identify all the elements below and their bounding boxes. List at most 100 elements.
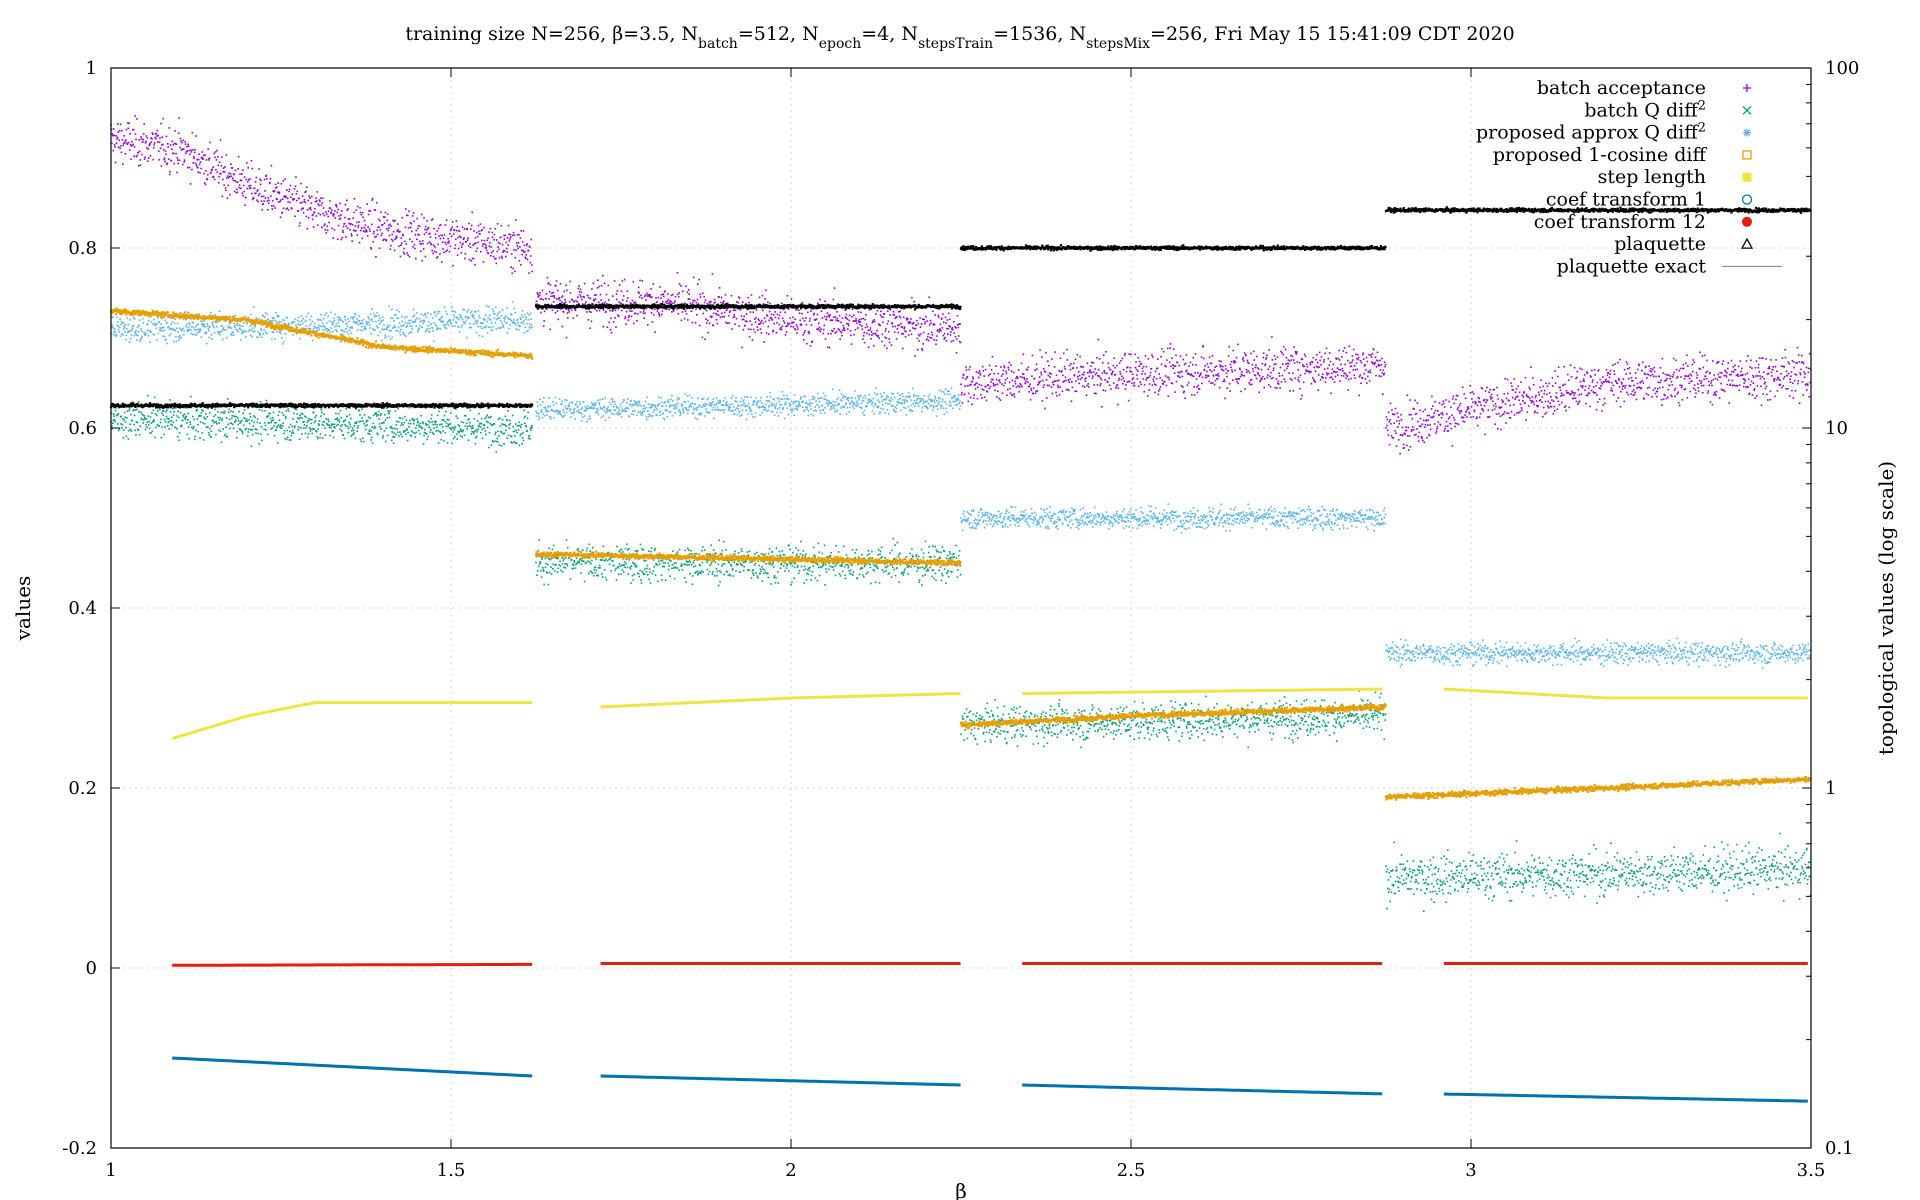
data-point	[1294, 350, 1297, 353]
data-point	[342, 225, 345, 228]
data-point	[1164, 375, 1167, 377]
data-point	[1273, 363, 1275, 366]
data-point	[1158, 373, 1160, 375]
data-point	[615, 293, 618, 295]
data-point	[1034, 392, 1037, 394]
data-point	[189, 423, 192, 425]
data-point	[511, 272, 513, 275]
data-point	[236, 436, 238, 439]
data-point	[1640, 381, 1642, 383]
data-point	[131, 144, 134, 147]
data-point	[1247, 362, 1250, 365]
data-point	[1002, 373, 1004, 375]
data-point	[1714, 377, 1717, 380]
data-point	[164, 150, 167, 152]
data-point	[147, 415, 150, 417]
data-point	[1075, 380, 1077, 382]
data-point	[1166, 359, 1168, 361]
data-point	[662, 295, 665, 297]
data-point	[338, 218, 341, 221]
data-point	[1676, 376, 1678, 379]
data-point	[273, 190, 276, 192]
data-point	[358, 421, 361, 423]
data-point	[903, 326, 906, 328]
data-point	[879, 314, 882, 316]
data-point	[1182, 358, 1185, 361]
data-point	[805, 317, 807, 319]
data-point	[199, 437, 201, 439]
data-point	[342, 231, 344, 233]
title-subscript: stepsMix	[1086, 36, 1150, 52]
data-point	[1275, 378, 1278, 380]
data-point	[1117, 403, 1119, 406]
data-point	[1427, 419, 1430, 421]
data-point	[728, 322, 730, 324]
data-point	[460, 428, 462, 430]
data-point	[1040, 373, 1043, 376]
data-point	[1000, 375, 1003, 377]
data-point	[135, 155, 138, 158]
data-point	[605, 579, 608, 581]
data-point	[992, 378, 994, 381]
data-point	[868, 333, 870, 336]
data-point	[1497, 428, 1499, 430]
data-point	[588, 310, 591, 313]
data-point	[1054, 380, 1057, 382]
data-point	[850, 334, 852, 337]
data-point	[222, 428, 224, 430]
data-point	[861, 325, 863, 327]
data-point	[346, 425, 349, 428]
data-point	[191, 168, 193, 171]
data-point	[1087, 386, 1090, 388]
data-point	[576, 562, 578, 565]
data-point	[1224, 365, 1227, 367]
data-point	[921, 348, 923, 350]
data-point	[1305, 370, 1308, 372]
data-point	[343, 222, 346, 225]
data-point	[586, 311, 588, 313]
data-point	[334, 426, 336, 429]
data-point	[1612, 384, 1615, 387]
data-point	[537, 565, 540, 568]
data-point	[117, 429, 120, 432]
data-point	[212, 176, 214, 178]
data-point	[159, 408, 161, 411]
data-point	[412, 212, 415, 214]
data-point	[343, 420, 345, 422]
data-point	[1325, 347, 1328, 350]
data-point	[625, 558, 628, 561]
data-point	[1578, 400, 1581, 402]
data-point	[716, 322, 719, 325]
data-point	[441, 419, 443, 421]
data-point	[1673, 371, 1675, 374]
data-point	[1641, 369, 1643, 372]
data-point	[409, 434, 412, 437]
data-point	[1104, 389, 1107, 392]
data-point	[610, 570, 612, 572]
data-point	[1020, 384, 1022, 386]
data-point	[1695, 372, 1698, 374]
data-point	[545, 297, 547, 300]
data-point	[270, 195, 272, 197]
data-point	[376, 229, 378, 232]
data-point	[1702, 384, 1705, 387]
data-point	[844, 316, 847, 318]
data-point	[1735, 385, 1737, 387]
data-point	[517, 247, 519, 250]
data-point	[731, 328, 733, 330]
data-point	[1725, 376, 1728, 378]
data-point	[348, 413, 351, 416]
data-point	[605, 558, 607, 560]
data-point	[469, 246, 472, 249]
data-point	[602, 309, 605, 311]
data-point	[1490, 398, 1492, 400]
data-point	[871, 321, 874, 324]
data-point	[1794, 373, 1796, 375]
data-point	[675, 552, 678, 555]
data-point	[205, 159, 208, 161]
data-point	[1626, 391, 1628, 394]
data-point	[175, 143, 178, 145]
data-point	[519, 246, 521, 248]
data-point	[337, 412, 340, 415]
data-point	[646, 564, 649, 567]
